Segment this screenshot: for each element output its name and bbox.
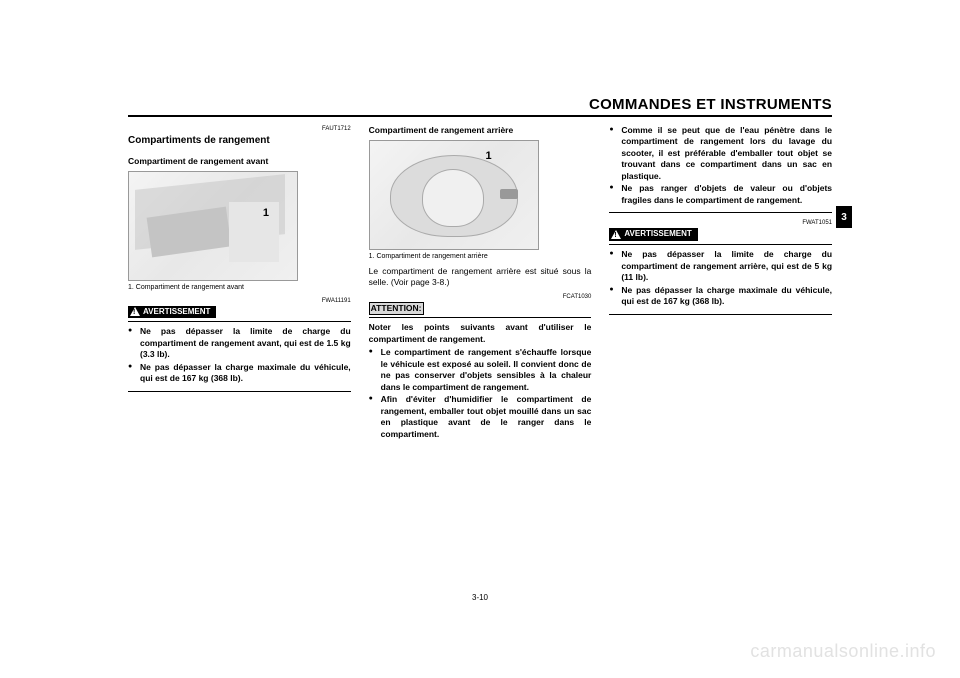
bullet-item: Ne pas dépasser la charge maximale du vé… xyxy=(609,285,832,308)
chapter-tab: 3 xyxy=(836,206,852,228)
column-1: FAUT1712 Compartiments de rangement Comp… xyxy=(128,123,351,446)
sub-heading-rear: Compartiment de rangement arrière xyxy=(369,125,592,136)
section-end-rule xyxy=(609,212,832,213)
content-columns: FAUT1712 Compartiments de rangement Comp… xyxy=(128,123,832,446)
warning-label: AVERTISSEMENT xyxy=(143,307,210,318)
warning-bullets-front: Ne pas dépasser la limite de charge du c… xyxy=(128,326,351,384)
warning-bullets-rear: Ne pas dépasser la limite de charge du c… xyxy=(609,249,832,307)
watermark-text: carmanualsonline.info xyxy=(750,641,936,662)
bullet-item: Ne pas dépasser la charge maximale du vé… xyxy=(128,362,351,385)
figure-caption-rear: 1. Compartiment de rangement arrière xyxy=(369,252,592,261)
column-2: Compartiment de rangement arrière 1 1. C… xyxy=(369,123,592,446)
section-end-rule xyxy=(128,391,351,392)
page-number: 3-10 xyxy=(472,593,488,602)
bullet-item: Comme il se peut que de l'eau pénètre da… xyxy=(609,125,832,182)
bullet-item: Ne pas dépasser la limite de charge du c… xyxy=(609,249,832,283)
sub-heading-front: Compartiment de rangement avant xyxy=(128,156,351,167)
ref-code: FAUT1712 xyxy=(128,125,351,133)
warning-badge: AVERTISSEMENT xyxy=(128,306,216,319)
section-end-rule xyxy=(609,314,832,315)
warning-triangle-icon xyxy=(130,307,140,316)
figure-caption-front: 1. Compartiment de rangement avant xyxy=(128,283,351,292)
warning-badge: AVERTISSEMENT xyxy=(609,228,697,241)
warning-label: AVERTISSEMENT xyxy=(624,229,691,240)
figure-rear-compartment: 1 xyxy=(369,140,539,250)
warning-rule xyxy=(609,244,832,245)
attention-badge: ATTENTION: xyxy=(369,302,424,315)
attention-bullets: Le compartiment de rangement s'échauffe … xyxy=(369,347,592,440)
figure-callout-1: 1 xyxy=(263,206,269,221)
attention-rule xyxy=(369,317,592,318)
continuation-bullets: Comme il se peut que de l'eau pénètre da… xyxy=(609,125,832,206)
ref-code: FCAT1030 xyxy=(369,293,592,301)
warning-rule xyxy=(128,321,351,322)
ref-code: FWA11191 xyxy=(128,297,351,305)
bullet-item: Le compartiment de rangement s'échauffe … xyxy=(369,347,592,393)
bullet-item: Ne pas dépasser la limite de charge du c… xyxy=(128,326,351,360)
warning-triangle-icon xyxy=(611,230,621,239)
figure-callout-1: 1 xyxy=(486,149,492,164)
bullet-item: Ne pas ranger d'objets de valeur ou d'ob… xyxy=(609,183,832,206)
bullet-item: Afin d'éviter d'humidifier le compartime… xyxy=(369,394,592,440)
figure-front-compartment: 1 xyxy=(128,171,298,281)
body-text: Le compartiment de rangement arrière est… xyxy=(369,266,592,289)
page-header-title: COMMANDES ET INSTRUMENTS xyxy=(128,96,832,115)
ref-code: FWAT1051 xyxy=(609,219,832,227)
column-3: Comme il se peut que de l'eau pénètre da… xyxy=(609,123,832,446)
section-heading: Compartiments de rangement xyxy=(128,134,351,148)
attention-intro: Noter les points suivants avant d'utilis… xyxy=(369,322,592,345)
header-rule xyxy=(128,115,832,117)
manual-page: COMMANDES ET INSTRUMENTS FAUT1712 Compar… xyxy=(128,96,832,606)
